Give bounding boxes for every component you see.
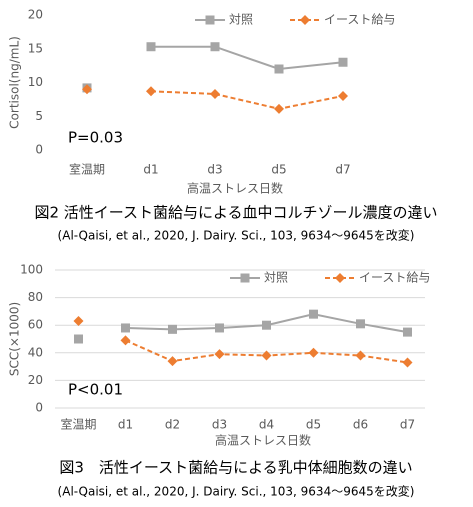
x-tick-label: d3 <box>207 163 222 177</box>
marker <box>240 273 250 283</box>
marker <box>300 15 310 25</box>
x-tick-label: 室温期 <box>69 162 105 177</box>
y-tick-label: 0 <box>35 143 43 157</box>
marker <box>335 273 345 283</box>
x-tick-label: d3 <box>212 418 227 432</box>
legend-label: イースト給与 <box>359 271 430 285</box>
marker <box>403 327 412 337</box>
marker <box>338 91 348 101</box>
marker <box>214 349 225 360</box>
marker <box>121 323 130 333</box>
marker <box>168 324 177 334</box>
x-tick-label: d5 <box>271 163 286 177</box>
x-tick-label: d6 <box>353 418 368 432</box>
marker <box>146 86 156 97</box>
source: (Al-Qaisi, et al., 2020, J. Dairy. Sci.,… <box>58 484 415 499</box>
x-tick-label: d7 <box>400 418 415 432</box>
marker <box>167 356 178 367</box>
marker <box>338 57 348 67</box>
x-tick-label: d5 <box>306 418 321 432</box>
marker <box>356 319 365 329</box>
y-tick-label: 80 <box>28 290 43 304</box>
x-tick-label: d1 <box>143 163 158 177</box>
legend-label: イースト給与 <box>324 13 395 27</box>
y-tick-label: 20 <box>28 8 43 22</box>
marker <box>73 316 84 327</box>
caption: 図3 活性イースト菌給与による乳中体細胞数の違い <box>59 459 412 477</box>
marker <box>355 350 366 361</box>
annotation: P=0.03 <box>68 129 123 147</box>
source: (Al-Qaisi, et al., 2020, J. Dairy. Sci.,… <box>58 228 415 243</box>
marker <box>308 347 319 358</box>
y-tick-label: 15 <box>28 41 43 55</box>
marker <box>120 335 131 346</box>
marker <box>402 357 413 368</box>
marker <box>210 88 220 99</box>
series-line <box>150 90 344 110</box>
marker <box>74 334 83 344</box>
x-axis-title: 高温ストレス日数 <box>215 433 311 448</box>
y-tick-label: 10 <box>28 75 43 89</box>
marker <box>309 309 318 319</box>
y-tick-label: 20 <box>28 373 43 387</box>
y-tick-label: 0 <box>35 401 43 415</box>
caption: 図2 活性イースト菌給与による血中コルチゾール濃度の違い <box>34 204 437 222</box>
marker <box>274 64 284 74</box>
marker <box>274 103 284 114</box>
marker <box>146 42 156 52</box>
x-tick-label: d7 <box>335 163 350 177</box>
y-axis-title: Cortisol(ng/mL) <box>8 36 22 129</box>
y-tick-label: 60 <box>28 318 43 332</box>
annotation: P<0.01 <box>68 381 123 399</box>
y-tick-label: 5 <box>35 109 43 123</box>
x-tick-label: d1 <box>118 418 133 432</box>
x-tick-label: d4 <box>259 418 274 432</box>
marker <box>215 323 224 333</box>
x-tick-label: d2 <box>165 418 180 432</box>
marker <box>205 15 215 25</box>
marker <box>82 84 92 95</box>
x-axis-title: 高温ストレス日数 <box>187 181 283 196</box>
legend-label: 対照 <box>229 13 253 27</box>
y-tick-label: 100 <box>20 263 43 277</box>
marker <box>262 320 271 330</box>
x-tick-label: 室温期 <box>60 417 96 432</box>
marker <box>261 350 272 361</box>
y-tick-label: 40 <box>28 345 43 359</box>
legend-label: 対照 <box>264 271 288 285</box>
series-line <box>151 45 344 71</box>
y-axis-title: SCC(×1000) <box>8 302 22 376</box>
marker <box>210 42 220 52</box>
